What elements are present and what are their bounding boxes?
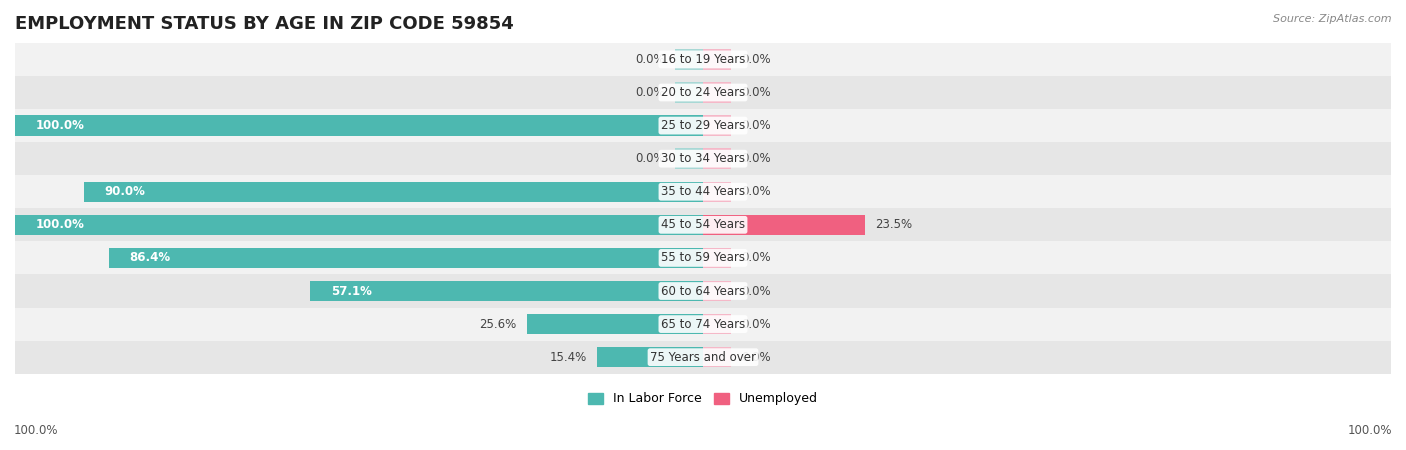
Text: 0.0%: 0.0%	[741, 152, 770, 165]
Text: 0.0%: 0.0%	[741, 53, 770, 66]
Text: EMPLOYMENT STATUS BY AGE IN ZIP CODE 59854: EMPLOYMENT STATUS BY AGE IN ZIP CODE 598…	[15, 15, 513, 33]
Text: Source: ZipAtlas.com: Source: ZipAtlas.com	[1274, 14, 1392, 23]
Legend: In Labor Force, Unemployed: In Labor Force, Unemployed	[583, 387, 823, 410]
Text: 35 to 44 Years: 35 to 44 Years	[661, 185, 745, 198]
Bar	[15, 307, 1391, 341]
Text: 20 to 24 Years: 20 to 24 Years	[661, 86, 745, 99]
Bar	[703, 347, 731, 367]
Bar	[15, 76, 1391, 109]
Text: 0.0%: 0.0%	[636, 53, 665, 66]
Bar	[15, 142, 1391, 175]
Bar	[598, 347, 703, 367]
Bar	[108, 248, 703, 268]
Text: 0.0%: 0.0%	[741, 119, 770, 132]
Bar	[703, 215, 865, 235]
Text: 23.5%: 23.5%	[875, 218, 912, 231]
Text: 0.0%: 0.0%	[636, 152, 665, 165]
Bar	[703, 49, 731, 70]
Text: 57.1%: 57.1%	[330, 284, 371, 297]
Bar	[15, 241, 1391, 274]
Bar	[703, 115, 731, 136]
Bar	[703, 281, 731, 301]
Bar	[15, 43, 1391, 76]
Text: 0.0%: 0.0%	[741, 351, 770, 364]
Bar	[311, 281, 703, 301]
Text: 0.0%: 0.0%	[741, 318, 770, 331]
Text: 0.0%: 0.0%	[636, 86, 665, 99]
Bar	[675, 82, 703, 103]
Bar	[84, 181, 703, 202]
Text: 0.0%: 0.0%	[741, 86, 770, 99]
Text: 15.4%: 15.4%	[550, 351, 586, 364]
Text: 90.0%: 90.0%	[104, 185, 145, 198]
Bar	[703, 248, 731, 268]
Text: 16 to 19 Years: 16 to 19 Years	[661, 53, 745, 66]
Bar	[15, 175, 1391, 208]
Bar	[703, 148, 731, 169]
Text: 0.0%: 0.0%	[741, 185, 770, 198]
Bar	[675, 148, 703, 169]
Bar	[703, 314, 731, 334]
Text: 30 to 34 Years: 30 to 34 Years	[661, 152, 745, 165]
Text: 100.0%: 100.0%	[14, 423, 59, 436]
Text: 86.4%: 86.4%	[129, 252, 170, 265]
Text: 100.0%: 100.0%	[35, 119, 84, 132]
Text: 25 to 29 Years: 25 to 29 Years	[661, 119, 745, 132]
Text: 65 to 74 Years: 65 to 74 Years	[661, 318, 745, 331]
Bar	[15, 208, 1391, 241]
Bar	[527, 314, 703, 334]
Text: 100.0%: 100.0%	[35, 218, 84, 231]
Text: 75 Years and over: 75 Years and over	[650, 351, 756, 364]
Bar	[675, 49, 703, 70]
Text: 25.6%: 25.6%	[479, 318, 516, 331]
Bar	[15, 109, 1391, 142]
Text: 45 to 54 Years: 45 to 54 Years	[661, 218, 745, 231]
Text: 0.0%: 0.0%	[741, 252, 770, 265]
Bar	[15, 274, 1391, 307]
Bar	[15, 341, 1391, 373]
Bar	[703, 82, 731, 103]
Bar	[703, 181, 731, 202]
Text: 60 to 64 Years: 60 to 64 Years	[661, 284, 745, 297]
Text: 55 to 59 Years: 55 to 59 Years	[661, 252, 745, 265]
Text: 0.0%: 0.0%	[741, 284, 770, 297]
Bar	[15, 115, 703, 136]
Text: 100.0%: 100.0%	[1347, 423, 1392, 436]
Bar	[15, 215, 703, 235]
